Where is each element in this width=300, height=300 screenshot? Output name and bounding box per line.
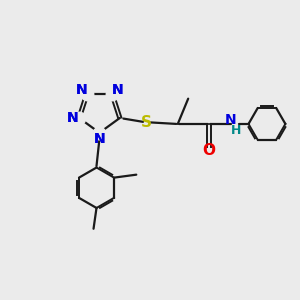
Text: N: N: [112, 83, 123, 98]
Text: H: H: [231, 124, 242, 137]
Text: N: N: [67, 111, 78, 125]
Text: N: N: [76, 83, 87, 98]
Text: N: N: [112, 83, 123, 98]
Text: N: N: [225, 113, 237, 128]
Text: S: S: [141, 115, 152, 130]
Text: N: N: [94, 132, 105, 146]
Text: N: N: [76, 83, 87, 98]
Text: N: N: [67, 111, 78, 125]
Text: O: O: [202, 143, 215, 158]
Text: N: N: [94, 132, 105, 146]
